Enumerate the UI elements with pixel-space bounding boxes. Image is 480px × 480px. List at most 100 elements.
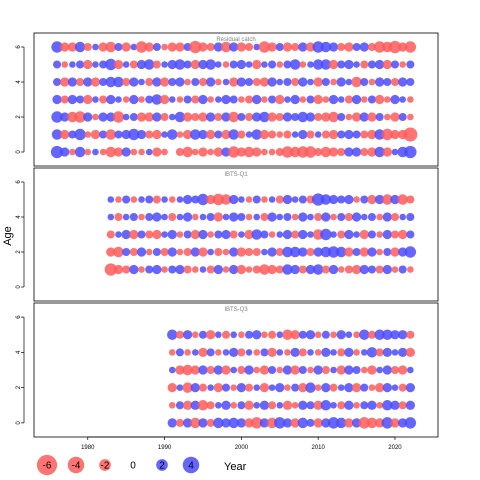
residual-bubble — [284, 96, 291, 103]
residual-bubble — [329, 383, 338, 392]
residual-bubble — [253, 401, 261, 409]
residual-bubble — [138, 213, 145, 221]
residual-bubble — [191, 112, 200, 122]
residual-bubble — [359, 229, 369, 240]
residual-bubble — [214, 247, 223, 257]
residual-bubble — [253, 43, 261, 51]
residual-bubble — [183, 95, 192, 104]
residual-bubble — [145, 212, 154, 222]
residual-bubble — [268, 130, 277, 139]
residual-bubble — [229, 42, 239, 52]
residual-bubble — [374, 59, 385, 70]
residual-bubble — [359, 264, 369, 275]
residual-bubble — [191, 77, 200, 87]
residual-bubble — [214, 230, 223, 239]
residual-bubble — [51, 41, 63, 53]
residual-bubble — [282, 229, 293, 240]
residual-bubble — [213, 42, 224, 52]
residual-bubble — [306, 401, 315, 410]
y-tick-label: 6 — [16, 315, 22, 319]
residual-bubble — [367, 330, 376, 339]
residual-bubble — [390, 94, 400, 105]
residual-bubble — [391, 266, 399, 273]
residual-bubble — [289, 59, 301, 70]
residual-bubble — [53, 77, 62, 87]
residual-bubble — [298, 365, 307, 375]
residual-bubble — [367, 400, 377, 410]
residual-bubble — [175, 147, 184, 157]
residual-bubble — [267, 77, 277, 87]
residual-bubble — [406, 60, 415, 69]
residual-bubble — [298, 42, 308, 52]
residual-bubble — [360, 401, 369, 410]
residual-bubble — [291, 196, 299, 203]
residual-bubble — [145, 248, 153, 256]
residual-bubble — [390, 418, 400, 428]
residual-bubble — [383, 247, 392, 257]
residual-bubble — [382, 347, 392, 358]
residual-bubble — [92, 148, 99, 156]
residual-bubble — [245, 112, 254, 122]
residual-bubble — [198, 129, 208, 140]
residual-bubble — [337, 60, 346, 69]
residual-bubble — [244, 365, 254, 375]
residual-bubble — [213, 365, 224, 375]
residual-bubble — [344, 194, 354, 205]
residual-bubble — [237, 212, 246, 222]
residual-bubble — [207, 148, 214, 156]
residual-bubble — [337, 96, 345, 103]
residual-bubble — [83, 42, 92, 52]
residual-bubble — [251, 129, 262, 140]
residual-bubble — [245, 266, 253, 273]
residual-bubble — [191, 331, 199, 339]
residual-bubble — [138, 196, 145, 203]
residual-bubble — [104, 263, 117, 276]
residual-bubble — [152, 195, 161, 204]
residual-bubble — [320, 41, 332, 53]
residual-bubble — [221, 418, 231, 428]
residual-bubble — [229, 347, 239, 358]
residual-bubble — [90, 129, 101, 140]
residual-bubble — [175, 418, 184, 427]
residual-bubble — [360, 195, 369, 204]
legend-label: 0 — [130, 461, 136, 472]
residual-bubble — [168, 113, 176, 121]
residual-bubble — [145, 148, 153, 156]
panel-frame — [33, 167, 439, 302]
residual-bubble — [207, 96, 214, 103]
residual-bubble — [382, 400, 393, 411]
residual-bubble — [399, 96, 406, 103]
residual-bubble — [282, 246, 293, 258]
residual-bubble — [320, 400, 332, 411]
residual-bubble — [282, 329, 293, 340]
residual-bubble — [161, 43, 168, 51]
x-tick-label: 1990 — [158, 445, 172, 451]
residual-bubble — [67, 77, 78, 87]
residual-bubble — [382, 59, 392, 70]
residual-bubble — [83, 59, 93, 70]
residual-bubble — [299, 61, 307, 68]
residual-bubble — [51, 111, 63, 123]
residual-bubble — [113, 264, 124, 275]
residual-bubble — [336, 246, 347, 258]
residual-bubble — [106, 112, 116, 122]
residual-bubble — [214, 130, 223, 139]
residual-bubble — [60, 95, 69, 104]
residual-bubble — [330, 331, 337, 339]
residual-bubble — [213, 382, 224, 393]
y-tick-label: 4 — [16, 80, 22, 84]
residual-bubble — [222, 213, 230, 221]
residual-bubble — [406, 212, 415, 222]
residual-bubble — [373, 41, 386, 53]
residual-bubble — [98, 42, 108, 52]
y-tick-label: 4 — [16, 350, 22, 354]
residual-bubble — [298, 265, 307, 274]
panel: IBTS-Q3 0 2 4 6 — [16, 302, 439, 438]
residual-bubble — [252, 112, 262, 122]
residual-bubble — [267, 42, 277, 52]
residual-bubble — [215, 78, 222, 86]
residual-bubble — [106, 247, 116, 257]
residual-bubble — [290, 264, 300, 275]
residual-bubble — [207, 231, 214, 238]
residual-bubble — [197, 193, 209, 206]
